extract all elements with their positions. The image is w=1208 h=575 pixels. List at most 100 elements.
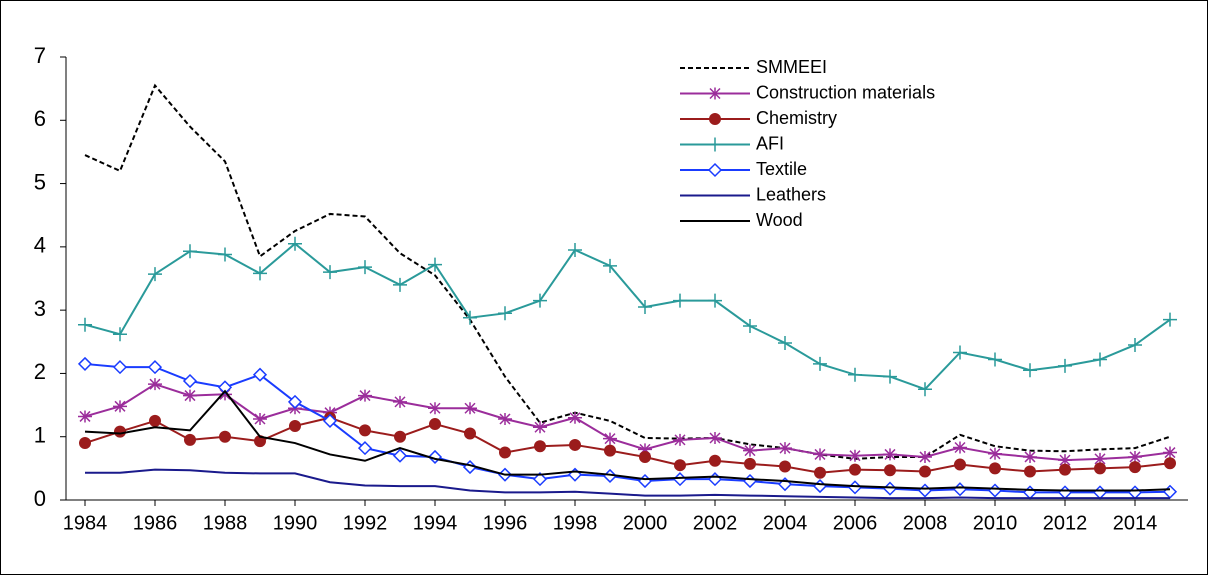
point	[114, 425, 126, 438]
point	[1163, 446, 1177, 459]
point	[148, 267, 162, 282]
point	[252, 367, 268, 382]
point	[534, 440, 546, 453]
point	[919, 465, 931, 478]
point	[1164, 457, 1176, 470]
point	[1128, 450, 1142, 463]
point	[323, 265, 337, 280]
point	[1163, 312, 1177, 327]
point	[744, 457, 756, 470]
point	[183, 244, 197, 259]
point	[79, 437, 91, 450]
x-tick-label: 1994	[413, 512, 458, 534]
x-tick-label: 1992	[343, 512, 388, 534]
point	[1129, 461, 1141, 474]
point	[428, 402, 442, 415]
point	[673, 293, 687, 308]
point	[533, 421, 547, 434]
point	[709, 454, 721, 467]
point	[988, 447, 1002, 460]
point	[532, 472, 548, 487]
y-tick-label: 1	[34, 423, 46, 448]
y-tick-label: 5	[34, 169, 46, 194]
point	[1093, 452, 1107, 465]
series-line	[84, 242, 1171, 391]
legend-label: Chemistry	[756, 108, 837, 128]
x-tick-label: 2014	[1113, 512, 1158, 534]
point	[184, 433, 196, 446]
point	[918, 382, 932, 397]
y-tick-label: 2	[34, 359, 46, 384]
point	[463, 402, 477, 415]
legend-marker	[708, 87, 722, 100]
point	[953, 345, 967, 360]
point	[499, 446, 511, 459]
point	[359, 424, 371, 437]
point	[954, 458, 966, 471]
point	[778, 442, 792, 455]
y-tick-label: 0	[34, 486, 46, 511]
series-line	[84, 383, 1171, 462]
point	[253, 266, 267, 281]
point	[113, 327, 127, 342]
point	[148, 378, 162, 391]
y-tick-label: 4	[34, 233, 46, 258]
series-line	[85, 468, 1170, 500]
point	[393, 395, 407, 408]
point	[673, 433, 687, 446]
point	[708, 293, 722, 308]
point	[147, 360, 163, 375]
legend-label: SMMEEI	[756, 57, 827, 77]
x-tick-label: 2012	[1043, 512, 1088, 534]
point	[883, 448, 897, 461]
point	[1059, 463, 1071, 476]
legend-marker	[709, 113, 721, 125]
point	[988, 352, 1002, 367]
point	[848, 449, 862, 462]
point	[813, 356, 827, 371]
point	[1094, 462, 1106, 475]
point	[219, 430, 231, 443]
x-tick-label: 2004	[763, 512, 808, 534]
point	[77, 356, 93, 371]
series-line	[84, 83, 1171, 460]
point	[464, 427, 476, 440]
x-tick-label: 1996	[483, 512, 528, 534]
point	[743, 444, 757, 457]
point	[918, 450, 932, 463]
point	[849, 463, 861, 476]
point	[1058, 358, 1072, 373]
legend-label: Leathers	[756, 184, 826, 204]
point	[394, 430, 406, 443]
point	[358, 389, 372, 402]
point	[427, 449, 443, 465]
point	[1058, 454, 1072, 467]
point	[463, 310, 477, 325]
point	[883, 369, 897, 384]
point	[392, 448, 408, 463]
x-tick-label: 2002	[693, 512, 738, 534]
x-tick-label: 1988	[203, 512, 248, 534]
point	[498, 412, 512, 425]
point	[182, 373, 198, 389]
x-tick-label: 2010	[973, 512, 1018, 534]
point	[674, 459, 686, 472]
point	[779, 460, 791, 473]
legend-label: Wood	[756, 210, 803, 230]
point	[743, 318, 757, 333]
x-tick-label: 1984	[63, 512, 108, 534]
point	[113, 400, 127, 413]
x-tick-label: 1986	[133, 512, 178, 534]
point	[814, 466, 826, 479]
series-line	[84, 389, 1171, 492]
point	[638, 443, 652, 456]
point	[358, 260, 372, 275]
point	[112, 360, 128, 375]
point	[429, 418, 441, 431]
point	[569, 438, 581, 451]
y-tick-label: 3	[34, 296, 46, 321]
point	[1023, 450, 1037, 463]
point	[813, 448, 827, 461]
